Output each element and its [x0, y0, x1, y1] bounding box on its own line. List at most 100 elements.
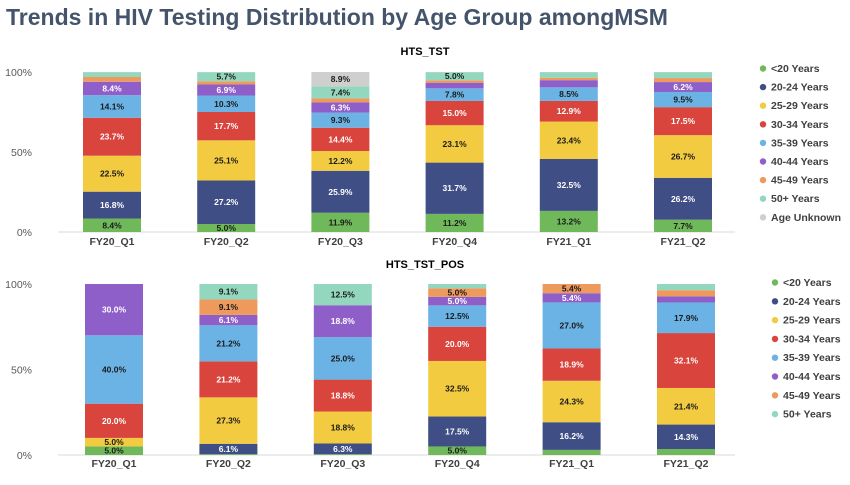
x-category-label: FY20_Q2 [206, 458, 251, 470]
data-label: 16.8% [100, 200, 125, 210]
data-label: 21.2% [216, 338, 241, 348]
bar-segment-45-49-years-fy20-q3 [311, 98, 370, 103]
legend-entry-45-49-years: 45-49 Years [771, 175, 829, 187]
bar-segment-30-34-years-fy20-q1 [83, 117, 141, 156]
data-label: 8.5% [559, 89, 579, 99]
x-category-label: FY20_Q4 [432, 236, 477, 248]
legend-marker-50-plus-years [771, 410, 779, 418]
data-label: 8.9% [331, 74, 351, 84]
bar-segment-45-49-years-fy21-q2 [657, 290, 715, 297]
data-label: 9.1% [219, 302, 239, 312]
data-label: 5.0% [448, 296, 468, 306]
legend-marker-30-34-years [759, 121, 767, 128]
bar-segment-30-34-years-fy20-q4 [425, 100, 484, 126]
legend-entry-45-49-years: 45-49 Years [783, 390, 841, 402]
bar-segment-25-29-years-fy20-q2 [197, 140, 256, 181]
data-label: 7.8% [445, 90, 465, 100]
legend-entry-30-34-years: 30-34 Years [771, 119, 829, 131]
data-label: 5.0% [448, 446, 468, 456]
data-label: 32.1% [674, 356, 699, 366]
data-label: 14.4% [328, 134, 353, 144]
legend-marker-35-39-years [771, 354, 779, 361]
data-label: 9.1% [219, 287, 239, 297]
legend-entry-under-20-years: <20 Years [783, 277, 832, 289]
data-label: 6.1% [219, 444, 239, 454]
data-label: 20.0% [102, 416, 127, 426]
bar-segment-50-plus-years-fy21-q2 [654, 72, 712, 79]
data-label: 6.3% [333, 444, 353, 454]
x-category-label: FY21_Q2 [664, 458, 709, 470]
legend-marker-under-20-years [759, 65, 767, 72]
data-label: 5.4% [562, 293, 582, 303]
data-label: 6.9% [217, 85, 237, 95]
bar-segment-45-49-years-fy20-q4 [425, 80, 484, 83]
bar-segment-35-39-years-fy21-q1 [539, 87, 598, 101]
data-label: 23.1% [443, 139, 468, 149]
bar-segment-40-44-years-fy20-q3 [313, 305, 372, 338]
data-label: 18.8% [331, 391, 356, 401]
data-label: 30.0% [102, 305, 127, 315]
data-label: 26.7% [671, 151, 696, 161]
bar-segment-35-39-years-fy20-q1 [85, 335, 143, 404]
y-tick-label: 100% [5, 67, 32, 79]
data-label: 6.1% [219, 315, 239, 325]
bar-segment-20-24-years-fy21-q1 [539, 158, 598, 211]
bar-segment-25-29-years-fy21-q1 [542, 380, 601, 423]
legend-marker-under-20-years [771, 279, 779, 286]
data-label: 12.2% [328, 156, 353, 166]
legend-marker-40-44-years [771, 373, 779, 380]
x-category-label: FY21_Q2 [661, 236, 706, 248]
bar-segment-40-44-years-fy20-q2 [199, 314, 258, 326]
bar-segment-20-24-years-fy20-q2 [199, 443, 258, 455]
legend-entry-25-29-years: 25-29 Years [783, 315, 841, 327]
bar-segment-25-29-years-fy20-q1 [83, 155, 141, 192]
bar-segment-40-44-years-fy21-q1 [539, 80, 598, 88]
bar-segment-30-34-years-fy20-q3 [311, 127, 370, 152]
bar-segment-40-44-years-fy21-q2 [657, 296, 715, 303]
data-label: 5.7% [217, 72, 237, 82]
bar-segment-50-plus-years-fy20-q2 [197, 72, 256, 82]
bar-segment-50-plus-years-fy20-q2 [199, 284, 258, 300]
data-label: 9.5% [673, 95, 693, 105]
x-category-label: FY20_Q2 [204, 236, 249, 248]
bar-segment-under-20-years-fy20-q2 [199, 454, 258, 455]
bar-segment-25-29-years-fy20-q2 [199, 397, 258, 444]
bar-segment-35-39-years-fy20-q4 [425, 88, 484, 101]
data-label: 5.0% [104, 446, 124, 456]
data-label: 11.2% [443, 218, 467, 228]
bar-segment-50-plus-years-fy20-q4 [428, 284, 487, 289]
bar-segment-25-29-years-fy20-q1 [85, 437, 143, 447]
y-tick-label: 0% [17, 450, 32, 462]
bar-segment-30-34-years-fy20-q2 [199, 361, 258, 398]
data-label: 20.0% [445, 339, 470, 349]
y-tick-label: 50% [11, 365, 32, 377]
bar-segment-25-29-years-fy20-q4 [425, 125, 484, 163]
data-label: 23.7% [100, 132, 125, 142]
data-label: 14.3% [674, 432, 699, 442]
legend-marker-35-39-years [759, 139, 767, 147]
x-category-label: FY20_Q3 [320, 458, 365, 470]
bar-segment-20-24-years-fy21-q2 [657, 424, 715, 450]
data-label: 5.4% [562, 284, 582, 294]
data-label: 27.2% [214, 197, 239, 207]
bar-segment-40-44-years-fy20-q1 [83, 81, 141, 96]
legend-entry-50-plus-years: 50+ Years [771, 193, 820, 205]
data-label: 12.5% [331, 290, 356, 300]
data-label: 17.5% [671, 116, 696, 126]
data-label: 18.8% [331, 422, 356, 432]
bar-segment-40-44-years-fy20-q4 [428, 296, 487, 306]
bar-segment-under-20-years-fy21-q1 [542, 449, 601, 455]
legend-marker-45-49-years [771, 392, 779, 399]
legend-marker-25-29-years [771, 316, 779, 324]
data-label: 40.0% [102, 365, 127, 375]
data-label: 23.4% [557, 135, 582, 145]
bar-segment-30-34-years-fy21-q1 [542, 348, 601, 381]
data-label: 7.7% [673, 221, 693, 231]
bar-segment-25-29-years-fy21-q2 [657, 387, 715, 425]
bar-segment-50-plus-years-fy20-q4 [425, 72, 484, 81]
bar-segment-25-29-years-fy21-q2 [654, 135, 712, 178]
bar-segment-40-44-years-fy20-q1 [85, 284, 143, 336]
bar-segment-20-24-years-fy20-q3 [311, 170, 370, 213]
bar-segment-35-39-years-fy20-q3 [311, 112, 370, 128]
x-category-label: FY20_Q1 [90, 236, 135, 248]
